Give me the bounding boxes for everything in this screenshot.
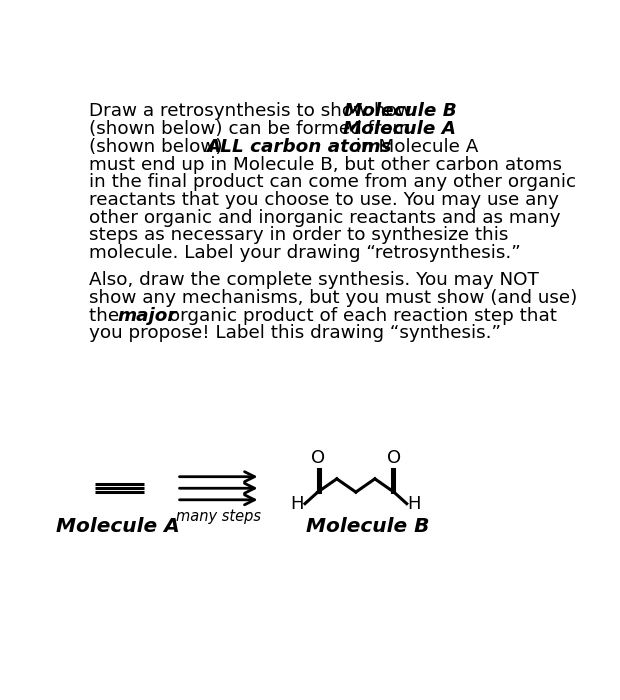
Text: in the final product can come from any other organic: in the final product can come from any o… xyxy=(89,174,576,191)
Text: Also, draw the complete synthesis. You may NOT: Also, draw the complete synthesis. You m… xyxy=(89,271,539,289)
Text: Molecule B: Molecule B xyxy=(306,517,429,536)
Text: O: O xyxy=(387,449,401,468)
Text: reactants that you choose to use. You may use any: reactants that you choose to use. You ma… xyxy=(89,191,559,209)
Text: steps as necessary in order to synthesize this: steps as necessary in order to synthesiz… xyxy=(89,227,508,244)
Text: Draw a retrosynthesis to show how: Draw a retrosynthesis to show how xyxy=(89,102,418,120)
Text: H: H xyxy=(407,495,421,512)
Text: (shown below) can be formed from: (shown below) can be formed from xyxy=(89,120,417,138)
Text: H: H xyxy=(291,495,304,512)
Text: show any mechanisms, but you must show (and use): show any mechanisms, but you must show (… xyxy=(89,289,577,307)
Text: ALL carbon atoms: ALL carbon atoms xyxy=(206,138,392,156)
Text: the: the xyxy=(89,307,125,325)
Text: organic product of each reaction step that: organic product of each reaction step th… xyxy=(163,307,557,325)
Text: major: major xyxy=(117,307,177,325)
Text: in Molecule A: in Molecule A xyxy=(350,138,479,156)
Text: (shown below).: (shown below). xyxy=(89,138,241,156)
Text: Molecule A: Molecule A xyxy=(343,120,456,138)
Text: you propose! Label this drawing “synthesis.”: you propose! Label this drawing “synthes… xyxy=(89,324,501,342)
Text: many steps: many steps xyxy=(176,509,261,524)
Text: other organic and inorganic reactants and as many: other organic and inorganic reactants an… xyxy=(89,209,560,227)
Text: O: O xyxy=(311,449,325,468)
Text: Molecule B: Molecule B xyxy=(344,102,457,120)
Text: molecule. Label your drawing “retrosynthesis.”: molecule. Label your drawing “retrosynth… xyxy=(89,244,521,262)
Text: Molecule A: Molecule A xyxy=(56,517,180,536)
Text: must end up in Molecule B, but other carbon atoms: must end up in Molecule B, but other car… xyxy=(89,155,562,174)
